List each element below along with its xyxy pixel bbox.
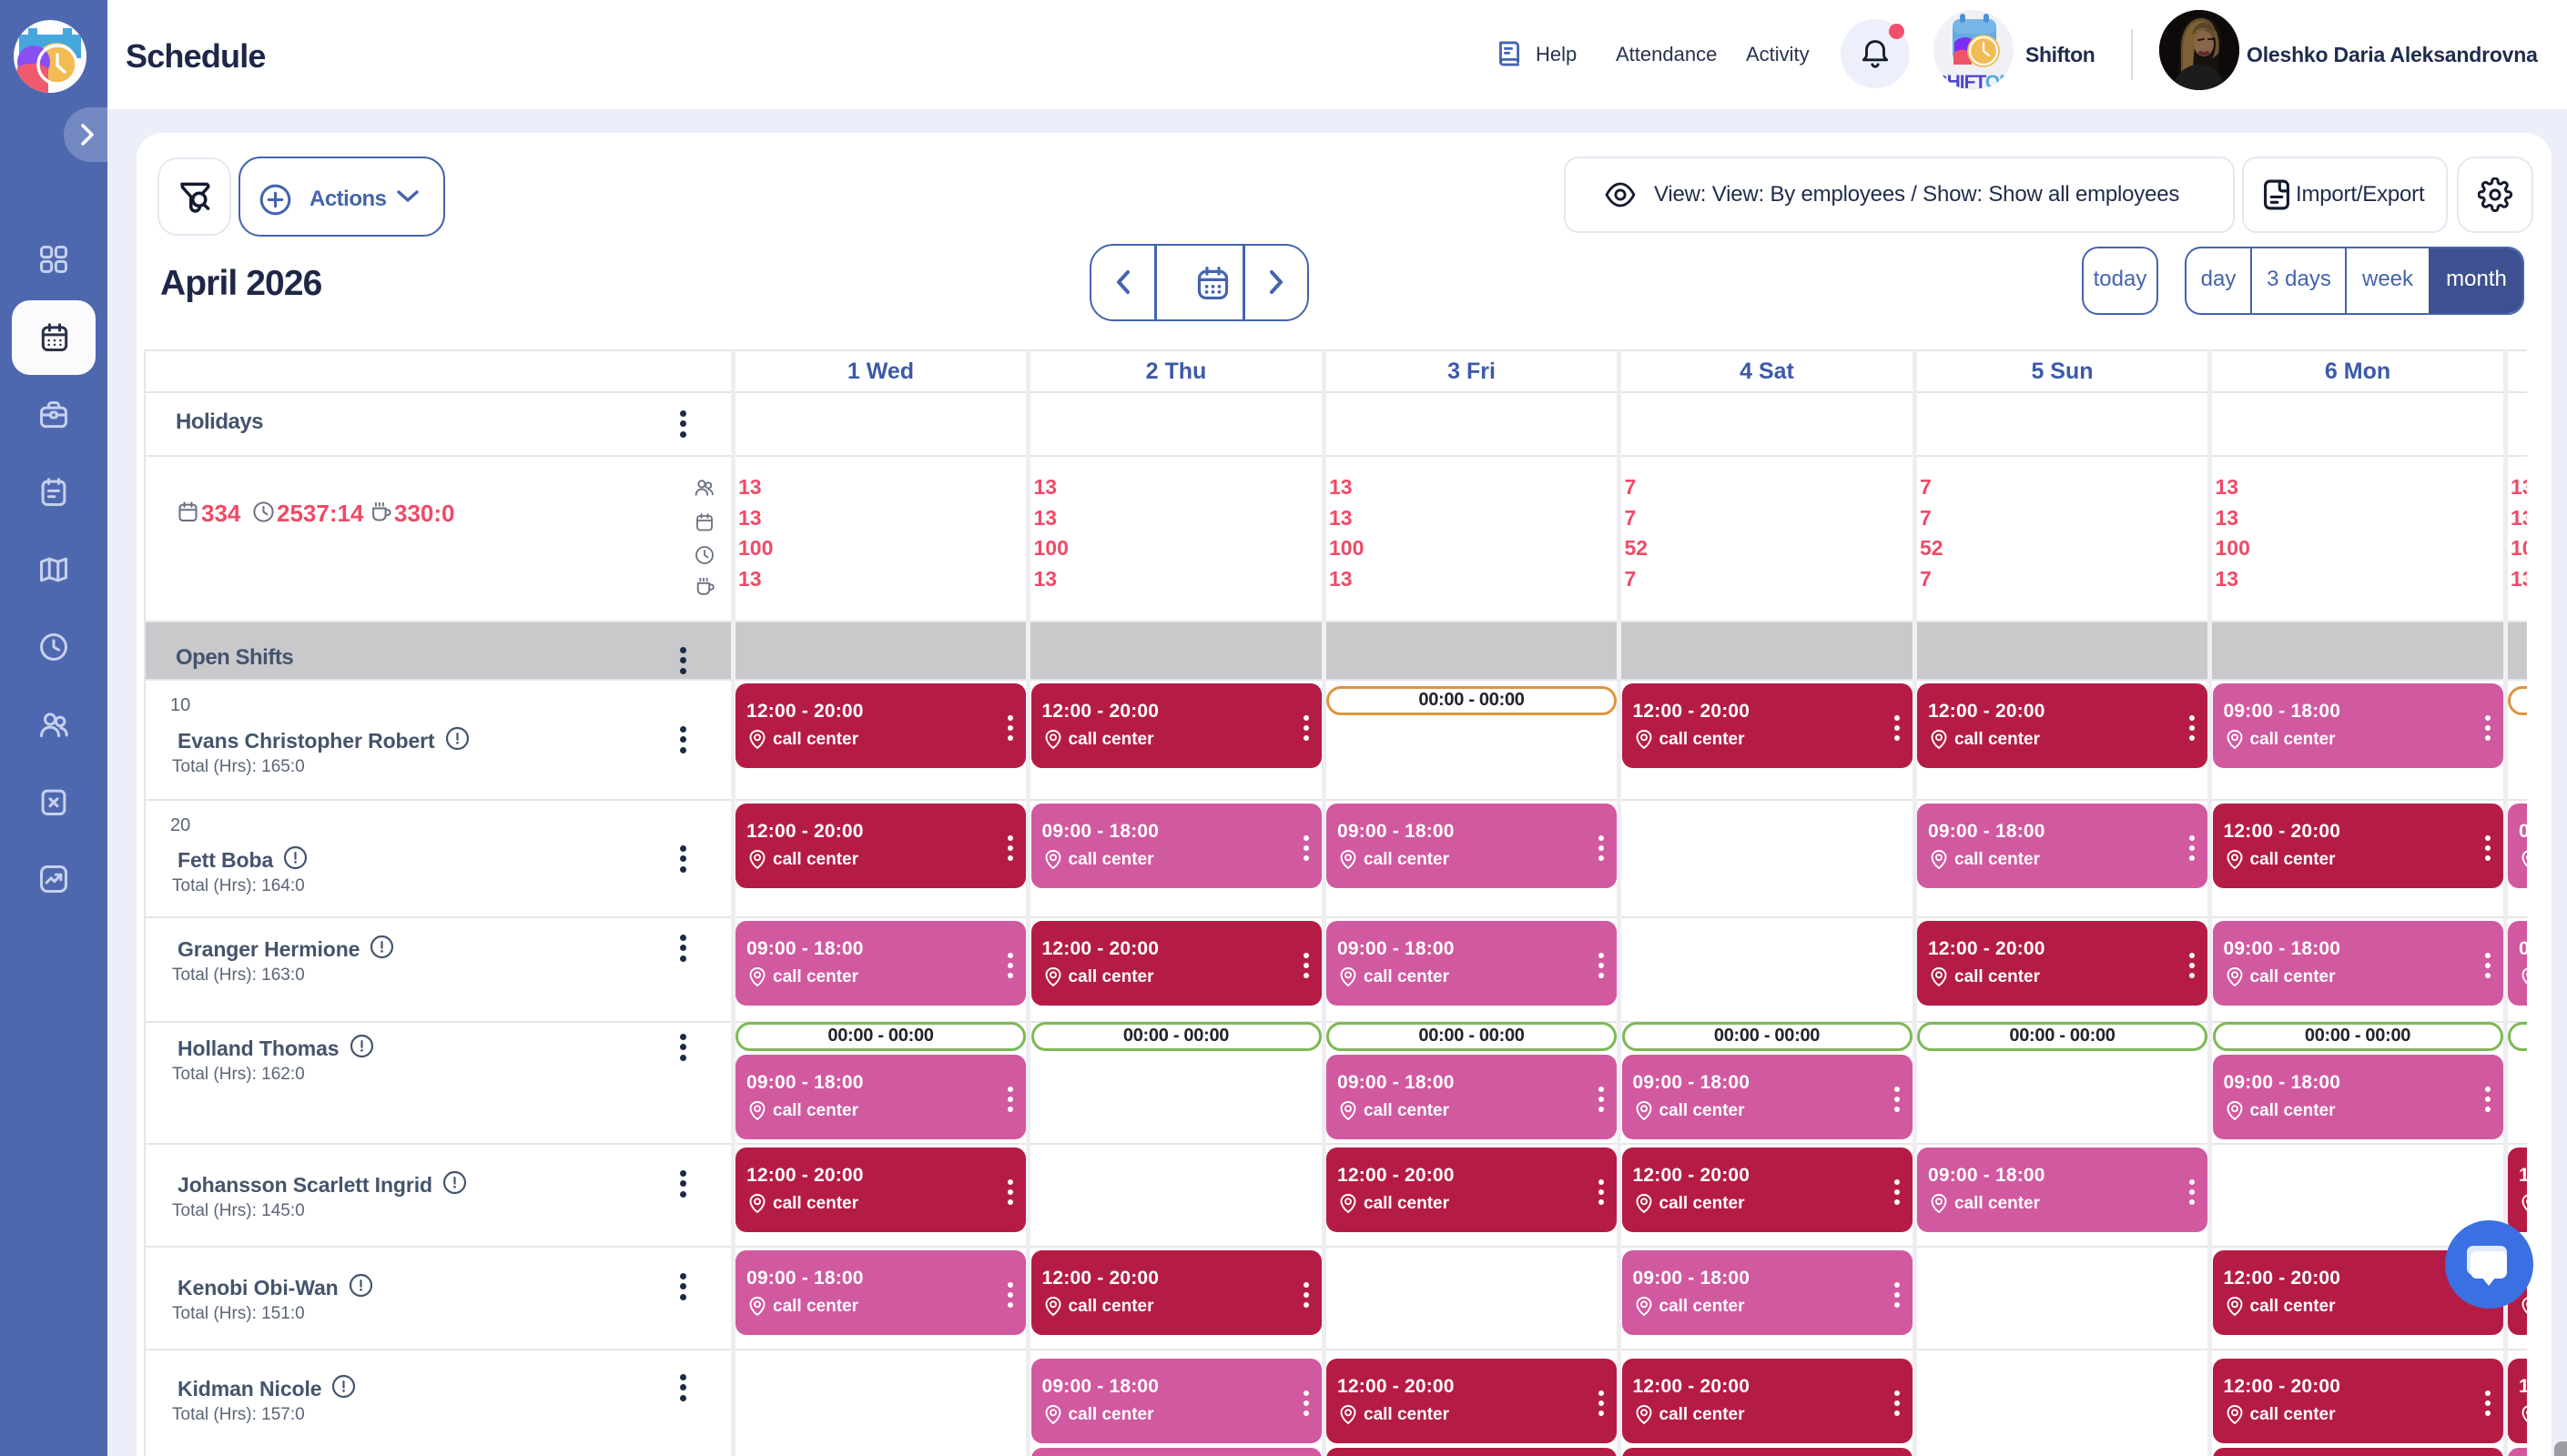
svg-text:SHIFTON: SHIFTON (1935, 72, 2013, 90)
